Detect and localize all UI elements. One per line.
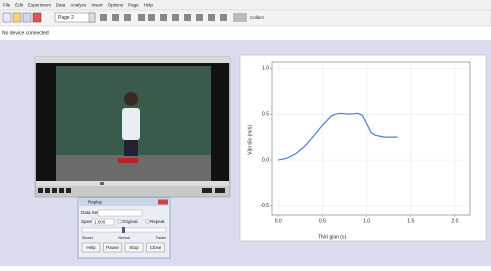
x-tick-label: 1.0 [363, 218, 370, 224]
icon[interactable] [124, 14, 131, 21]
icon[interactable] [208, 14, 215, 21]
menu-item[interactable]: Experiment [28, 3, 52, 8]
person-head [124, 92, 138, 106]
y-tick-label: 1.0 [262, 66, 269, 72]
menu-item[interactable]: Data [56, 3, 66, 8]
y-tick-label: 0.0 [262, 157, 269, 163]
cart [118, 158, 138, 163]
menu-item[interactable]: Edit [15, 3, 24, 8]
x-axis-label: Thời gian (s) [318, 234, 347, 240]
control-button[interactable] [202, 188, 212, 193]
data-set-select[interactable] [98, 210, 142, 216]
icon[interactable] [23, 13, 31, 22]
y-tick-label: 0.5 [262, 112, 269, 118]
close-button[interactable] [158, 200, 168, 205]
data-set-label: Data Set [81, 210, 99, 215]
icon[interactable] [3, 13, 11, 22]
icon[interactable] [172, 14, 179, 21]
icon[interactable] [112, 14, 119, 21]
person-body [122, 108, 140, 140]
slower-label: Slower [82, 236, 94, 240]
x-tick-label: 2.0 [451, 218, 458, 224]
y-tick-label: -0.5 [260, 203, 269, 209]
app-window: File Edit Experiment Data Analyze Insert Optio… [0, 0, 491, 266]
video-titlebar [35, 57, 230, 63]
collect-label: Collect [250, 15, 265, 20]
slider-thumb[interactable] [122, 227, 125, 233]
speed-value: 1.000 [94, 219, 106, 224]
dialog-button-label: Pause [106, 245, 119, 250]
icon[interactable] [160, 14, 167, 21]
control-button[interactable] [59, 188, 64, 193]
x-tick-label: 1.5 [407, 218, 414, 224]
icon[interactable] [196, 14, 203, 21]
video-slider[interactable] [36, 181, 229, 186]
icon[interactable] [138, 14, 145, 21]
x-tick-label: 0.5 [319, 218, 326, 224]
icon[interactable] [100, 14, 107, 21]
y-axis-label: Vận tốc (m/s) [247, 125, 253, 155]
control-button[interactable] [66, 188, 71, 193]
menu-item[interactable]: Options [108, 3, 124, 8]
control-button[interactable] [215, 188, 225, 193]
graph-panel [240, 55, 486, 241]
repeat-checkbox[interactable] [146, 220, 149, 223]
menu-item[interactable]: Help [144, 3, 154, 8]
icon[interactable] [33, 13, 41, 22]
dialog-title: Replay [88, 200, 103, 205]
icon[interactable] [148, 14, 155, 21]
slider-thumb[interactable] [100, 182, 104, 185]
page: File Edit Experiment Data Analyze Insert Optio… [0, 0, 491, 266]
icon[interactable] [13, 13, 21, 22]
control-button[interactable] [38, 188, 43, 193]
menu-item[interactable]: Page [128, 3, 139, 8]
faster-label: Faster [156, 236, 167, 240]
dialog-button-label: Close [150, 245, 162, 250]
original-checkbox[interactable] [118, 220, 121, 223]
person-legs [124, 140, 138, 156]
dropdown-button[interactable] [89, 13, 95, 22]
menu-item[interactable]: Analyze [70, 3, 87, 8]
repeat-label: Repeat [150, 219, 165, 224]
dialog-button-label: Stop [129, 245, 139, 250]
page-label: Page 2 [58, 15, 74, 21]
icon[interactable] [184, 14, 191, 21]
control-button[interactable] [52, 188, 57, 193]
status-text: No device connected [2, 30, 49, 36]
dialog-button-label: Help [86, 245, 96, 250]
control-button[interactable] [45, 188, 50, 193]
menu-item[interactable]: File [3, 3, 11, 8]
original-label: Original [122, 219, 138, 224]
x-tick-label: 0.0 [275, 218, 282, 224]
collect-button[interactable] [233, 13, 247, 22]
icon[interactable] [220, 14, 227, 21]
menu-item[interactable]: Insert [91, 3, 103, 8]
normal-label: Normal [118, 236, 130, 240]
